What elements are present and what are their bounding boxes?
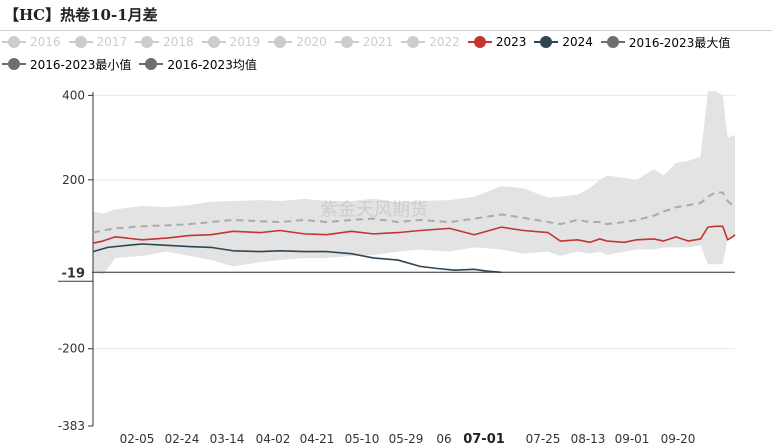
legend-label: 2022 bbox=[429, 35, 460, 49]
legend-item-2017[interactable]: 2017 bbox=[68, 33, 128, 51]
legend-symbol-icon bbox=[401, 36, 426, 48]
x-tick-label: 08-13 bbox=[571, 432, 606, 446]
legend-label: 2016-2023最小值 bbox=[30, 57, 132, 72]
legend-symbol-icon bbox=[534, 36, 559, 48]
legend: 2016 2017 2018 2019 2020 2021 2022 2023 2024 2016… bbox=[2, 33, 772, 77]
legend-item-2024[interactable]: 2024 bbox=[534, 33, 593, 51]
watermark: 紫金天风期货 bbox=[320, 200, 428, 221]
y-tick-label: 400 bbox=[62, 88, 85, 102]
legend-label: 2019 bbox=[229, 35, 261, 49]
y-tick-label: -200 bbox=[58, 342, 85, 356]
legend-item-2021[interactable]: 2021 bbox=[334, 33, 394, 51]
legend-symbol-icon bbox=[2, 58, 26, 70]
legend-item-2016[interactable]: 2016 bbox=[2, 33, 61, 51]
y-tick-label: -383 bbox=[58, 419, 85, 433]
x-tick-label: 06 bbox=[436, 432, 451, 446]
legend-label: 2024 bbox=[562, 35, 593, 49]
x-tick-label: 02-24 bbox=[165, 432, 200, 446]
legend-item-2023[interactable]: 2023 bbox=[467, 33, 527, 51]
chart-title: 【HC】热卷10-1月差 bbox=[4, 6, 158, 24]
legend-symbol-icon bbox=[600, 36, 625, 48]
x-tick-label: 09-01 bbox=[615, 432, 650, 446]
current-marker-label: -19 bbox=[62, 266, 86, 281]
legend-symbol-icon bbox=[135, 36, 160, 48]
legend-label: 2016-2023最大值 bbox=[628, 35, 731, 50]
current-marker-box bbox=[56, 263, 92, 282]
legend-item-2016-2023均值[interactable]: 2016-2023均值 bbox=[139, 55, 257, 73]
legend-symbol-icon bbox=[334, 36, 359, 48]
legend-item-2016-2023最大值[interactable]: 2016-2023最大值 bbox=[600, 33, 731, 51]
series-line-2023 bbox=[92, 225, 736, 244]
legend-label: 2016 bbox=[30, 35, 61, 49]
series-line-average bbox=[92, 191, 735, 234]
legend-label: 2017 bbox=[96, 35, 128, 49]
series-line-2024 bbox=[92, 243, 502, 274]
x-tick-label: 05-29 bbox=[389, 432, 424, 446]
x-tick-label: 09-20 bbox=[661, 432, 696, 446]
x-tick-label: 05-10 bbox=[345, 432, 380, 446]
legend-label: 2018 bbox=[163, 35, 194, 49]
y-tick-label: 200 bbox=[62, 173, 85, 187]
legend-item-2022[interactable]: 2022 bbox=[401, 33, 460, 51]
legend-symbol-icon bbox=[201, 36, 226, 48]
legend-symbol-icon bbox=[139, 58, 164, 70]
legend-label: 2021 bbox=[362, 35, 394, 49]
x-tick-label: 07-25 bbox=[526, 432, 561, 446]
x-tick-label: 04-02 bbox=[256, 432, 291, 446]
max-min-band bbox=[93, 91, 735, 275]
x-tick-label: 07-01 bbox=[463, 432, 505, 447]
x-tick-label: 04-21 bbox=[300, 432, 335, 446]
legend-symbol-icon bbox=[467, 36, 492, 48]
legend-label: 2016-2023均值 bbox=[167, 57, 257, 72]
legend-item-2019[interactable]: 2019 bbox=[201, 33, 261, 51]
legend-label: 2023 bbox=[495, 35, 527, 49]
legend-symbol-icon bbox=[2, 36, 26, 48]
x-tick-label: 02-05 bbox=[120, 432, 155, 446]
legend-item-2018[interactable]: 2018 bbox=[135, 33, 194, 51]
title-divider bbox=[0, 30, 772, 31]
legend-symbol-icon bbox=[268, 36, 293, 48]
legend-label: 2020 bbox=[296, 35, 327, 49]
legend-symbol-icon bbox=[68, 36, 93, 48]
legend-item-2016-2023最小值[interactable]: 2016-2023最小值 bbox=[2, 55, 131, 73]
legend-item-2020[interactable]: 2020 bbox=[268, 33, 327, 51]
x-tick-label: 03-14 bbox=[210, 432, 245, 446]
